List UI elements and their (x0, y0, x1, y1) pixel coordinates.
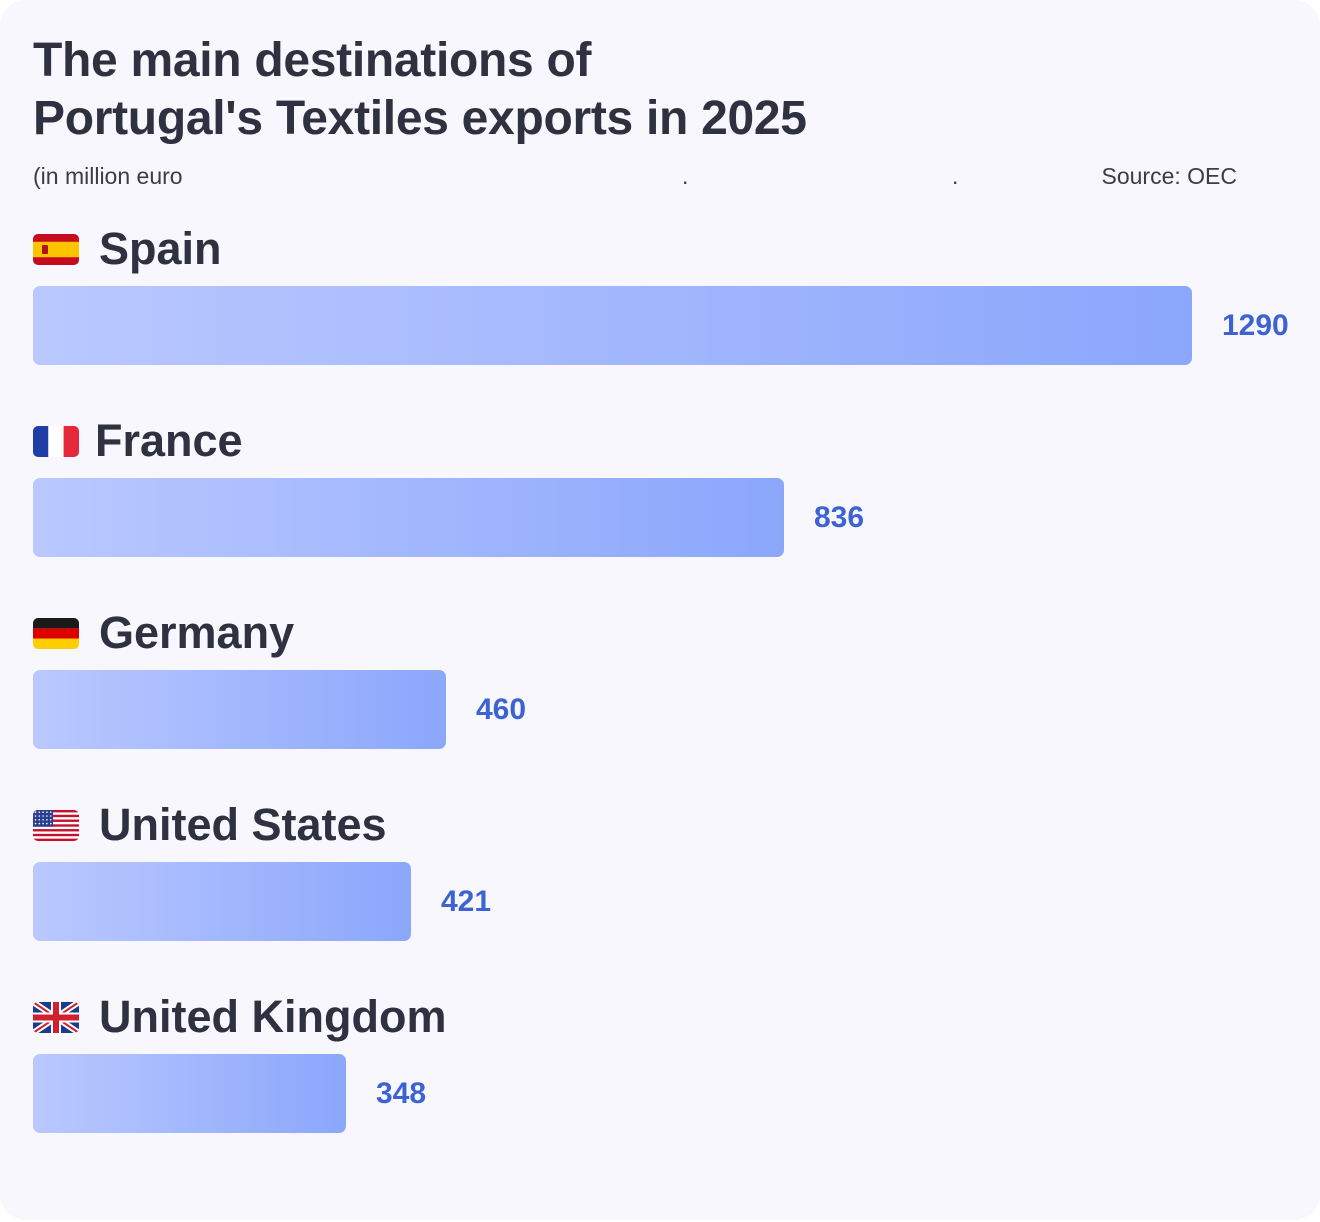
category-label: United Kingdom (99, 991, 447, 1042)
data-label: 421 (441, 885, 492, 918)
bar-spain (33, 286, 1192, 365)
united-states-flag-icon (33, 809, 79, 841)
bar-united-states (33, 862, 411, 941)
bar-row-germany: Germany 460 (33, 604, 1313, 764)
separator-dot: . (952, 163, 959, 189)
spain-flag-icon (33, 233, 79, 265)
source-label: Source: OEC (1101, 163, 1238, 189)
bar-united-kingdom (33, 1054, 346, 1133)
bar-row-france: France 836 (33, 412, 1313, 572)
category-label: Spain (99, 223, 222, 274)
data-label: 836 (814, 501, 865, 534)
data-label: 460 (476, 693, 527, 726)
unit-label: (in million euro (33, 163, 183, 189)
bar-germany (33, 670, 446, 749)
united-kingdom-flag-icon (33, 1001, 79, 1033)
chart-title: The main destinations of Portugal's Text… (33, 32, 807, 148)
france-flag-icon (33, 425, 79, 457)
category-label: Germany (99, 607, 295, 658)
category-label: United States (99, 799, 387, 850)
category-label-row: France (33, 412, 243, 470)
separator-dot: . (682, 163, 689, 189)
category-label: France (95, 415, 243, 466)
category-label-row: Germany (33, 604, 294, 662)
bar-row-united-kingdom: United Kingdom 348 (33, 988, 1313, 1148)
category-label-row: United States (33, 796, 387, 854)
chart-title-line-1: The main destinations of (33, 34, 592, 87)
bar-france (33, 478, 784, 557)
germany-flag-icon (33, 617, 79, 649)
bar-row-spain: Spain 1290 (33, 220, 1313, 380)
chart-title-line-2: Portugal's Textiles exports in 2025 (33, 92, 807, 145)
bar-row-united-states: United States 421 (33, 796, 1313, 956)
category-label-row: Spain (33, 220, 222, 278)
data-label: 1290 (1222, 309, 1289, 342)
category-label-row: United Kingdom (33, 988, 446, 1046)
data-label: 348 (376, 1077, 427, 1110)
subtitle-row: (in million euro . . Source: OEC (33, 160, 1237, 192)
